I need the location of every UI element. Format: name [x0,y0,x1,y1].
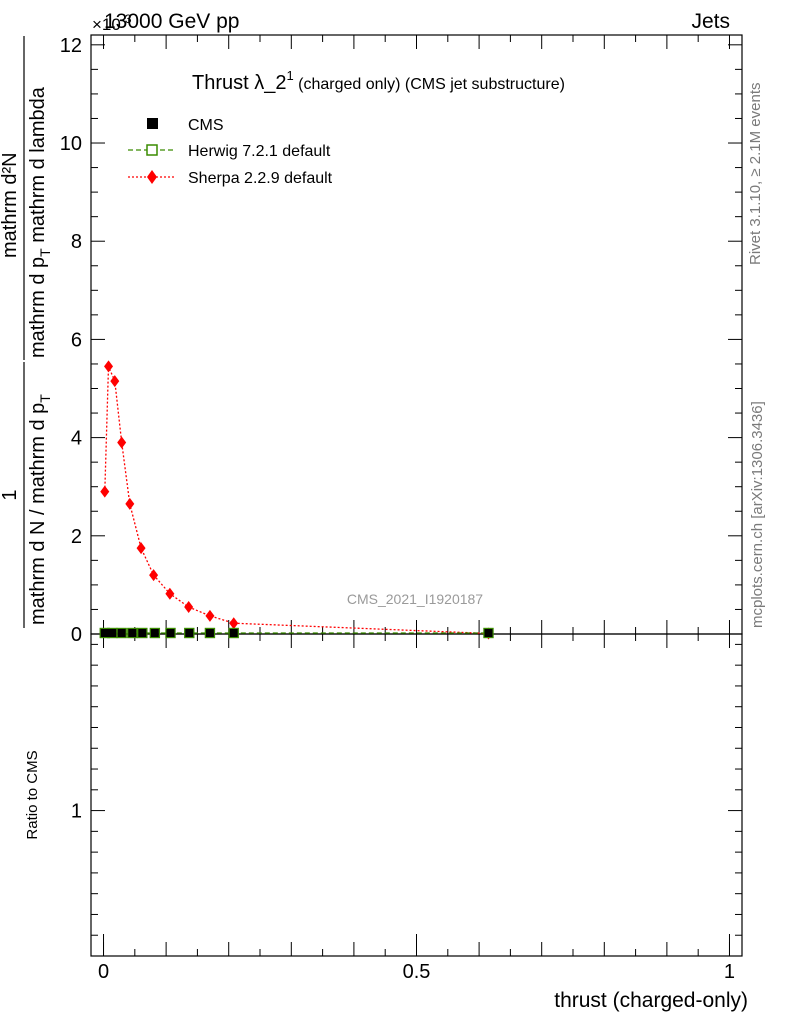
sherpa-point [104,360,114,373]
cms-point [138,629,147,637]
herwig-point [483,627,494,639]
legend: CMS Herwig 7.2.1 default Sherpa 2.2.9 de… [128,117,333,187]
sherpa-point [110,375,120,388]
herwig-point [127,627,138,639]
cms-point [150,629,159,637]
legend-herwig-label: Herwig 7.2.1 default [188,143,331,160]
cms-point [185,629,194,637]
herwig-point [204,627,216,639]
cms-point [484,629,493,637]
y-tick-label: 12 [60,35,82,57]
ratio-y-axis-label: Ratio to CMS [24,750,41,839]
rivet-label: Rivet 3.1.10, ≥ 2.1M events [747,83,764,266]
herwig-point [184,627,195,639]
x-tick-label: 0.5 [403,961,431,983]
analysis-watermark: CMS_2021_I1920187 [347,591,483,607]
legend-cms-label: CMS [188,117,224,134]
ratio-plot-frame [90,633,743,957]
herwig-point [137,627,148,639]
herwig-point [165,627,176,639]
sherpa-point [100,485,110,498]
cms-point [166,629,175,637]
y-tick-label: 4 [71,428,82,450]
sherpa-point [165,587,175,600]
y-tick-label: 8 [71,231,82,253]
y-label-denominator: mathrm d pT mathrm d lambda [27,86,53,358]
plot-title: Thrust λ_21 (charged only) (CMS jet subs… [192,68,565,94]
axes-layer: 0 2 4 6 8 10 12 0 0.5 1 1 [60,35,742,983]
ratio-y-tick-label: 1 [71,801,82,823]
y-tick-label: 0 [71,624,82,646]
y-label-numerator: mathrm d²N [0,152,21,258]
cms-point [229,629,238,637]
x-tick-label: 1 [724,961,735,983]
sherpa-point [117,436,127,449]
series-layer [99,360,494,640]
mcplots-label: mcplots.cern.ch [arXiv:1306.3436] [749,401,766,628]
header-jets: Jets [691,10,730,33]
exponent-label: ×10-3 [92,12,132,34]
y-axis-label: 1 mathrm d N / mathrm d pT mathrm d²N ma… [0,36,53,628]
cms-point [108,629,117,637]
sherpa-line [104,366,489,635]
herwig-point [149,627,161,639]
herwig-point [228,627,239,639]
sherpa-point [149,569,159,582]
cms-point [100,629,109,637]
y-tick-label: 6 [71,329,82,351]
y-label-prefactor-numerator: 1 [0,489,21,500]
x-axis-label: thrust (charged-only) [554,989,748,1012]
x-tick-label: 0 [98,961,109,983]
header-energy: 13000 GeV pp [104,10,239,33]
sherpa-point [136,542,146,555]
legend-herwig-marker [146,144,158,156]
sherpa-point [205,609,215,622]
legend-cms-marker [147,118,158,129]
cms-point [205,629,214,637]
sherpa-point [229,617,239,630]
y-label-prefactor-denominator: mathrm d N / mathrm d pT [27,394,53,625]
herwig-point [116,627,127,639]
sherpa-point [184,600,194,613]
sherpa-point [125,497,135,510]
y-tick-label: 2 [71,526,82,548]
cms-point [128,629,137,637]
y-tick-label: 10 [60,133,82,155]
cms-point [117,629,126,637]
legend-sherpa-marker [147,170,157,184]
legend-sherpa-label: Sherpa 2.2.9 default [188,170,333,187]
